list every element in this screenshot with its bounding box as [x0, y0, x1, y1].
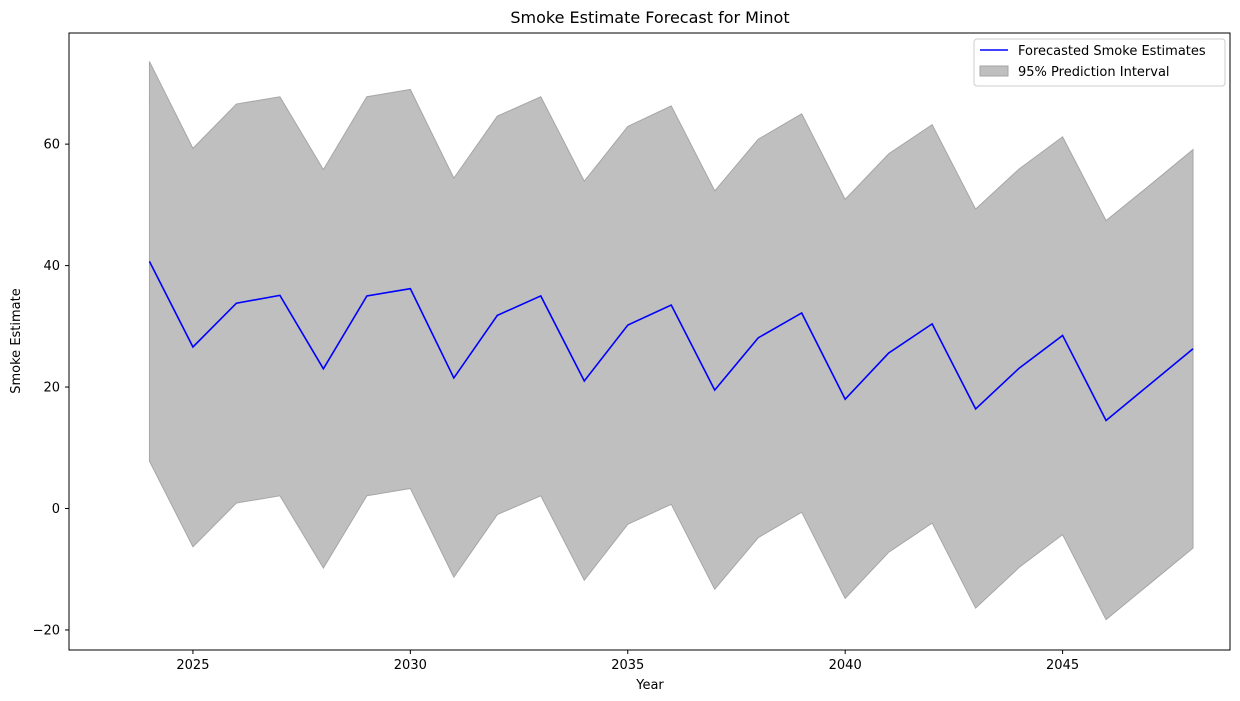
y-tick-label: 0 — [52, 502, 60, 517]
legend: Forecasted Smoke Estimates 95% Predictio… — [973, 38, 1226, 87]
y-axis-label: Smoke Estimate — [9, 288, 24, 394]
plot-area-frame — [68, 32, 1231, 651]
legend-band-swatch — [979, 65, 1009, 77]
legend-entry-forecast: Forecasted Smoke Estimates — [1018, 44, 1206, 59]
legend-entry-interval: 95% Prediction Interval — [1018, 65, 1170, 80]
x-tick-label: 2025 — [176, 658, 209, 673]
x-tick-label: 2040 — [829, 658, 862, 673]
x-axis-ticks: 2025 2030 2035 2040 2045 — [176, 650, 1079, 673]
x-axis-label: Year — [635, 678, 664, 693]
prediction-interval-band — [148, 61, 1194, 621]
y-axis-ticks: −20 0 20 40 60 — [33, 138, 69, 638]
y-tick-label: −20 — [33, 623, 60, 638]
forecast-line-layer — [148, 260, 1194, 422]
x-tick-label: 2045 — [1046, 658, 1079, 673]
prediction-interval-layer — [148, 61, 1194, 621]
x-tick-label: 2030 — [394, 658, 427, 673]
y-tick-label: 40 — [43, 259, 60, 274]
legend-box — [973, 38, 1226, 87]
y-tick-label: 60 — [43, 138, 60, 153]
y-tick-label: 20 — [43, 381, 60, 396]
chart-title: Smoke Estimate Forecast for Minot — [510, 8, 789, 27]
x-tick-label: 2035 — [611, 658, 644, 673]
